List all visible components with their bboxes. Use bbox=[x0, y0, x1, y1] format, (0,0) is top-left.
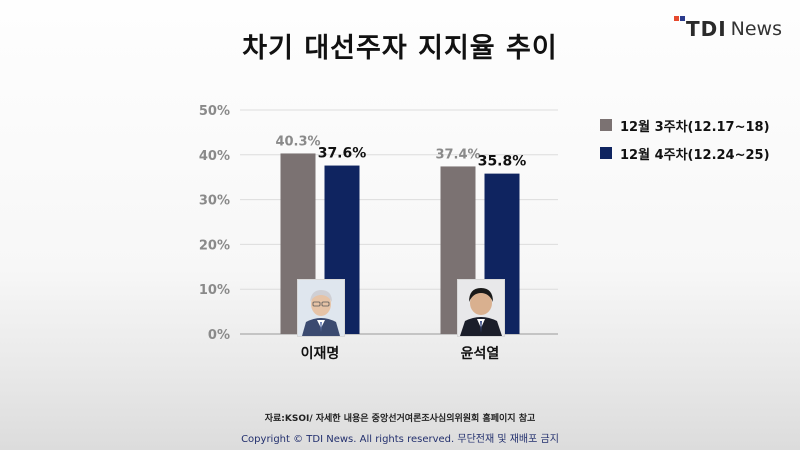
data-label: 35.8% bbox=[478, 154, 527, 170]
yoon-suk-yeol-photo bbox=[457, 279, 505, 337]
y-tick-label: 10% bbox=[199, 283, 230, 298]
legend-item-week3: 12월 3주차(12.17~18) bbox=[600, 114, 770, 136]
x-tick-label: 윤석열 bbox=[461, 345, 500, 362]
source-note: 자료:KSOI/ 자세한 내용은 중앙선거여론조사심의위원회 홈페이지 참고 bbox=[264, 414, 536, 424]
data-label: 40.3% bbox=[275, 134, 320, 149]
legend-swatch-week3 bbox=[600, 119, 612, 131]
chart-title: 차기 대선주자 지지율 추이 bbox=[242, 33, 558, 64]
legend-label-week3: 12월 3주차(12.17~18) bbox=[620, 119, 770, 135]
legend-item-week4: 12월 4주차(12.24~25) bbox=[600, 142, 770, 164]
data-label: 37.6% bbox=[318, 146, 367, 162]
logo-tdi-text: TDI bbox=[685, 17, 727, 41]
chart-legend: 12월 3주차(12.17~18) 12월 4주차(12.24~25) bbox=[600, 114, 770, 170]
y-tick-label: 0% bbox=[208, 328, 230, 343]
lee-jae-myung-photo bbox=[297, 279, 345, 337]
y-tick-label: 50% bbox=[199, 104, 230, 119]
y-tick-label: 20% bbox=[199, 238, 230, 253]
y-tick-label: 40% bbox=[199, 149, 230, 164]
legend-label-week4: 12월 4주차(12.24~25) bbox=[620, 147, 770, 163]
tdi-news-logo: TDI News bbox=[673, 12, 782, 42]
data-label: 37.4% bbox=[435, 147, 480, 162]
legend-swatch-week4 bbox=[600, 147, 612, 159]
logo-news-text: News bbox=[730, 18, 782, 40]
y-tick-label: 30% bbox=[199, 194, 230, 209]
copyright-note: Copyright © TDI News. All rights reserve… bbox=[241, 434, 559, 445]
x-tick-label: 이재명 bbox=[301, 345, 340, 362]
logo-mark-icon bbox=[673, 14, 720, 40]
